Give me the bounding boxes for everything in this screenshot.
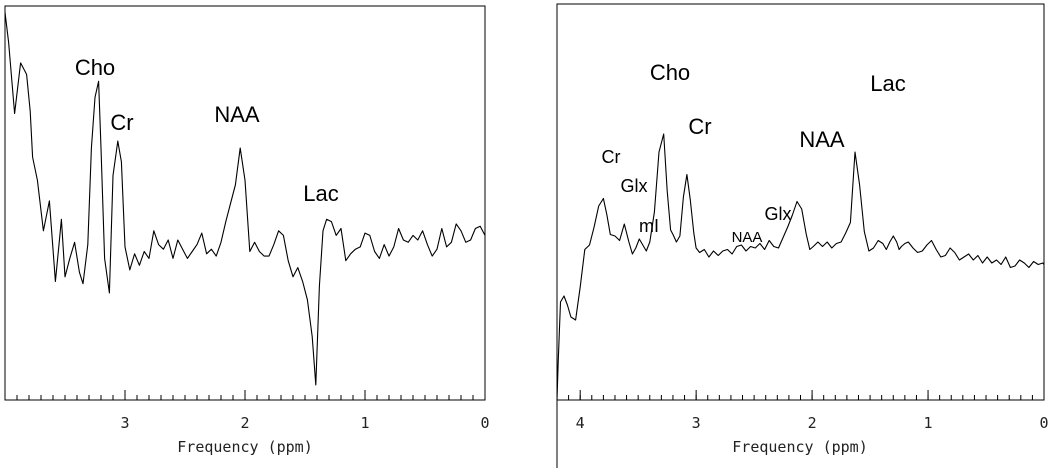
left-peak-labels: Cho Cr NAA Lac [75,55,339,206]
x-tick-label: 3 [692,414,701,432]
x-tick-label: 2 [240,414,249,432]
spectrum-line [4,12,486,386]
left-x-axis-ticks: 3 2 1 0 [4,390,490,432]
x-tick-label: 2 [808,414,817,432]
peak-label: NAA [732,229,763,246]
peak-label: Glx [621,176,648,196]
peak-label: Cr [688,114,711,139]
x-tick-label: 4 [576,414,585,432]
peak-label: NAA [214,102,260,127]
right-x-axis-label: Frequency (ppm) [732,438,867,456]
x-tick-label: 1 [360,414,369,432]
peak-label: Lac [303,181,338,206]
peak-label: Cr [602,147,621,167]
peak-label: Cho [75,55,115,80]
peak-label: mI [639,216,659,236]
x-tick-label: 3 [120,414,129,432]
left-spectrum-panel: 3 2 1 0 Frequency (ppm) Cho Cr NAA Lac [4,5,490,456]
peak-label: Lac [870,71,905,96]
left-spectrum-trace [4,12,486,386]
peak-label: NAA [799,127,845,152]
spectrum-line [556,133,1045,401]
x-tick-label: 0 [480,414,489,432]
right-plot-frame [556,3,1045,401]
x-tick-label: 1 [924,414,933,432]
left-x-axis-label: Frequency (ppm) [177,438,312,456]
right-x-axis-ticks: 4 3 2 1 0 [556,390,1049,432]
peak-label: Glx [765,204,792,224]
x-tick-label: 0 [1039,414,1048,432]
peak-label: Cr [110,110,133,135]
right-spectrum-trace [556,133,1045,401]
peak-label: Cho [650,60,690,85]
